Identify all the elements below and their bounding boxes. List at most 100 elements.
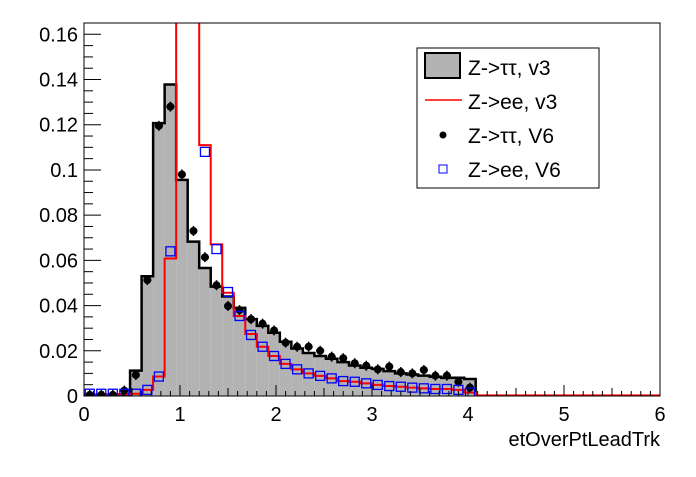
data-point <box>200 253 209 262</box>
y-tick-label: 0 <box>67 386 78 408</box>
bar <box>383 371 396 396</box>
data-square <box>222 286 234 298</box>
x-tick-label: 6 <box>654 404 665 426</box>
data-square <box>234 310 245 322</box>
series-3 <box>84 146 476 396</box>
legend: Z->ττ, v3 Z->ee, v3 Z->ττ, V6 Z->ee, V6 <box>416 47 600 189</box>
data-square <box>119 388 130 396</box>
data-square <box>372 379 383 391</box>
bar <box>372 368 384 396</box>
data-point <box>189 226 198 235</box>
data-square <box>464 387 476 396</box>
data-point <box>166 102 175 111</box>
bar <box>429 376 442 396</box>
data-point <box>85 390 94 396</box>
bar <box>406 374 419 396</box>
data-square <box>84 388 95 396</box>
y-tick-label: 0.14 <box>39 70 78 92</box>
data-square <box>418 383 429 394</box>
data-square <box>153 371 165 382</box>
data-point <box>131 370 140 379</box>
bar <box>268 332 280 396</box>
data-point <box>419 366 428 375</box>
data-square <box>291 364 303 375</box>
bar <box>130 370 142 396</box>
y-tick-label: 0.04 <box>39 296 78 318</box>
data-point <box>442 371 451 380</box>
x-tick-label: 3 <box>366 404 377 426</box>
data-square <box>303 368 314 379</box>
data-square <box>130 388 141 396</box>
bar <box>348 365 361 396</box>
y-tick-label: 0.1 <box>50 160 78 182</box>
bar <box>141 276 154 396</box>
data-point <box>293 342 302 351</box>
data-point <box>327 352 336 361</box>
bar <box>302 353 315 396</box>
data-square <box>165 246 176 257</box>
bar <box>164 84 177 396</box>
bar <box>176 179 188 396</box>
data-square <box>326 373 337 384</box>
data-point <box>304 342 313 351</box>
data-square <box>107 388 118 396</box>
data-point <box>362 361 371 370</box>
data-square <box>441 383 453 395</box>
bar <box>395 373 407 396</box>
data-point <box>154 121 163 130</box>
y-tick-label: 0.06 <box>39 250 78 272</box>
data-point <box>339 354 348 363</box>
bar <box>222 296 234 396</box>
bar <box>153 123 165 396</box>
legend-swatch-filled <box>424 52 461 79</box>
data-point <box>120 386 129 395</box>
x-tick-label: 5 <box>558 404 569 426</box>
bar <box>452 377 465 396</box>
bar <box>245 319 257 396</box>
y-tick-label: 0.08 <box>39 205 78 227</box>
data-point <box>224 302 232 311</box>
data-point <box>431 371 440 380</box>
y-tick-label: 0.16 <box>39 24 78 46</box>
bar <box>291 348 303 396</box>
data-point <box>396 368 405 377</box>
data-point <box>270 326 279 335</box>
bar <box>325 358 338 396</box>
data-point <box>373 365 382 374</box>
data-square <box>268 350 280 362</box>
data-point <box>316 346 325 355</box>
data-square <box>142 384 153 396</box>
legend-swatch-point <box>439 131 447 139</box>
data-point <box>235 306 244 315</box>
data-point <box>454 377 463 386</box>
bar <box>360 367 372 396</box>
data-square <box>407 382 418 393</box>
y-tick-label: 0.12 <box>39 115 78 137</box>
data-square <box>280 358 291 370</box>
data-point <box>281 338 290 347</box>
data-square <box>361 378 372 389</box>
series-2 <box>85 101 474 396</box>
data-point <box>177 170 186 179</box>
x-tick-label: 0 <box>78 404 89 426</box>
data-square <box>257 341 268 352</box>
data-square <box>430 383 441 395</box>
bar <box>441 377 453 396</box>
legend-label-2: Z->ττ, V6 <box>468 125 554 148</box>
bar <box>418 375 430 396</box>
x-tick-label: 1 <box>174 404 185 426</box>
x-tick-label: 4 <box>462 404 473 426</box>
bar <box>337 362 349 396</box>
bar <box>199 268 211 396</box>
bar <box>187 241 200 396</box>
y-tick-label: 0.02 <box>39 341 78 363</box>
x-tick-label: 2 <box>270 404 281 426</box>
data-point <box>212 281 221 290</box>
legend-swatch-square <box>438 164 448 174</box>
data-square <box>245 329 257 341</box>
data-point <box>408 369 417 378</box>
bar <box>256 325 269 396</box>
legend-label-3: Z->ee, V6 <box>468 159 561 182</box>
x-axis-label: etOverPtLeadTrk <box>508 429 661 451</box>
